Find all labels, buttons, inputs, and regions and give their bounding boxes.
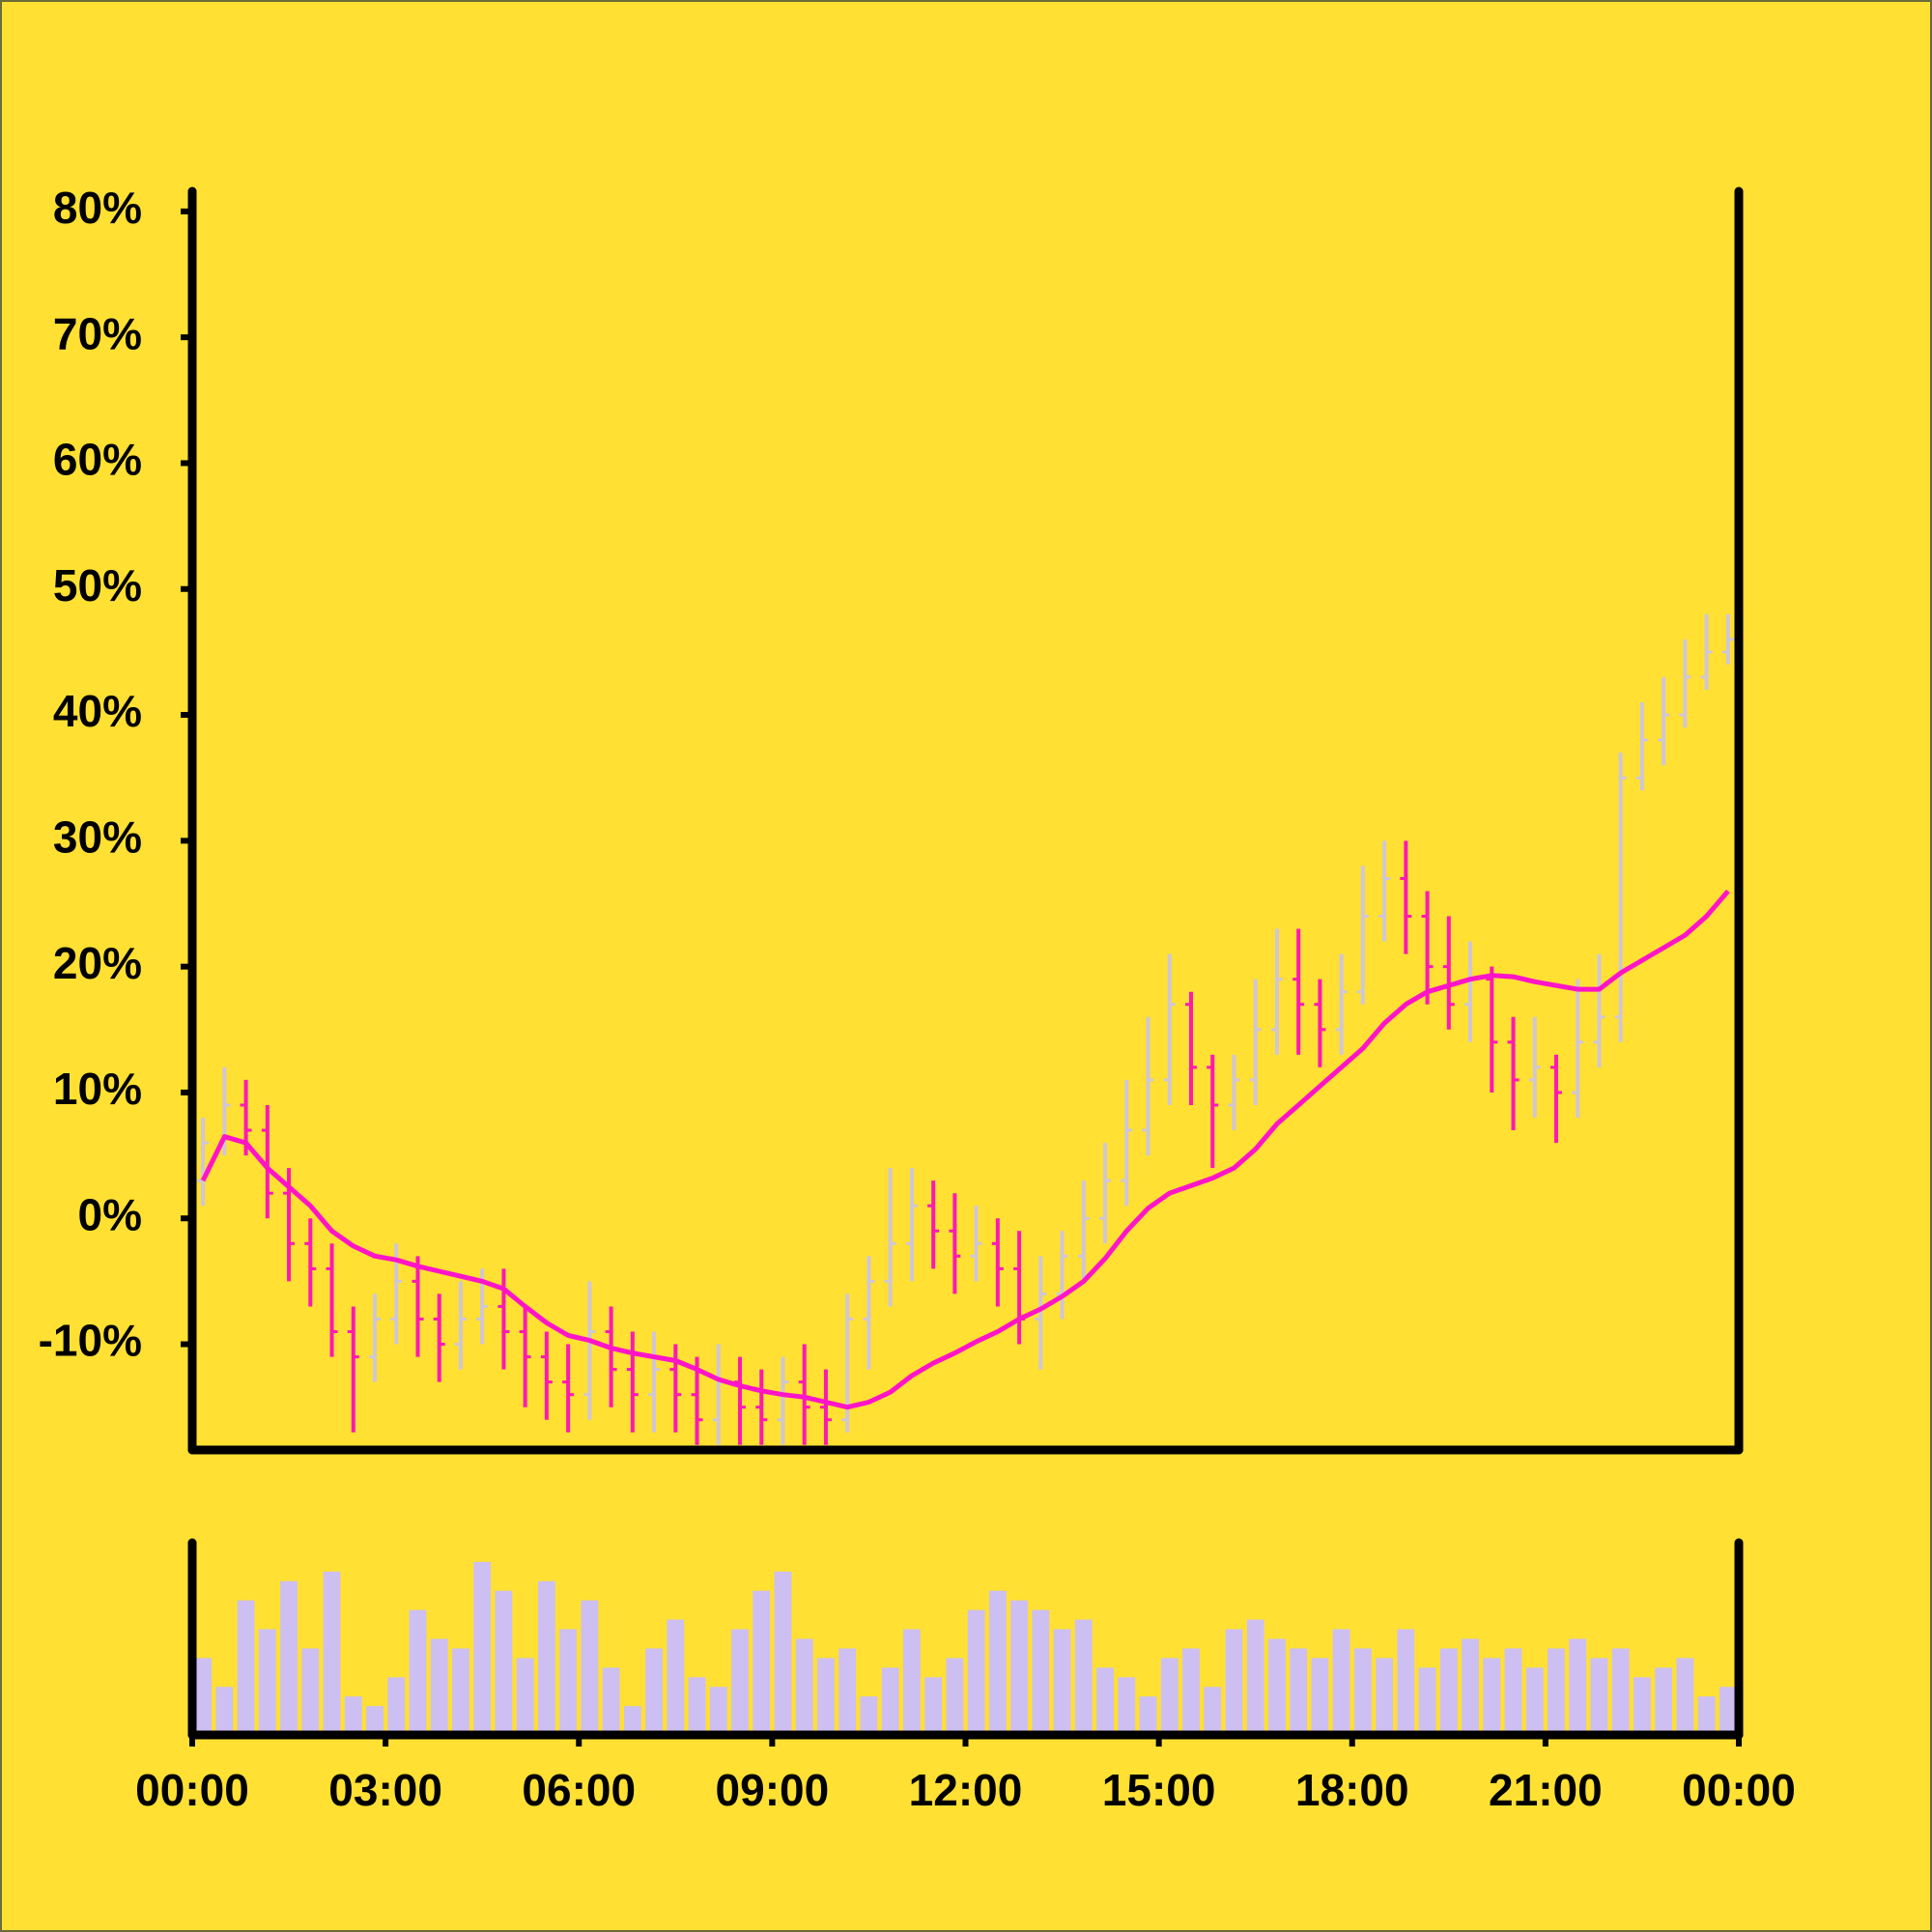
volume-bar — [1182, 1648, 1200, 1735]
volume-bar — [1611, 1648, 1630, 1735]
volume-bar — [1053, 1629, 1071, 1735]
volume-bar — [1590, 1658, 1608, 1735]
y-tick-label: -10% — [39, 1316, 142, 1366]
volume-bar — [860, 1696, 878, 1735]
volume-bar — [1290, 1648, 1308, 1735]
y-tick-label: 60% — [53, 435, 142, 485]
plot-marks — [194, 613, 1737, 1735]
x-tick-label: 18:00 — [1295, 1765, 1409, 1815]
volume-bar — [194, 1658, 213, 1735]
y-tick-label: 30% — [53, 812, 142, 863]
volume-bar — [1569, 1638, 1587, 1735]
volume-bar — [1268, 1638, 1286, 1735]
volume-bar — [1719, 1687, 1737, 1735]
volume-bar — [924, 1677, 943, 1735]
volume-bar — [1634, 1677, 1651, 1735]
volume-bar — [1525, 1667, 1544, 1735]
volume-bar — [1139, 1696, 1157, 1735]
x-tick-label: 09:00 — [716, 1765, 830, 1815]
volume-bar — [280, 1580, 298, 1735]
volume-bar — [344, 1696, 362, 1735]
volume-bar — [1697, 1696, 1716, 1735]
volume-bar — [1462, 1638, 1479, 1735]
volume-bar — [409, 1609, 427, 1735]
volume-bar — [688, 1677, 706, 1735]
volume-bar — [838, 1648, 857, 1735]
y-tick-label: 70% — [53, 308, 142, 358]
volume-bar — [495, 1590, 513, 1735]
volume-bar — [1376, 1658, 1393, 1735]
volume-bar — [1418, 1667, 1436, 1735]
volume-bar — [881, 1667, 899, 1735]
volume-bar — [387, 1677, 406, 1735]
volume-bar — [215, 1687, 234, 1735]
volume-bar — [774, 1571, 792, 1735]
volume-bar — [1096, 1667, 1114, 1735]
volume-bar — [473, 1561, 492, 1735]
volume-bar — [967, 1609, 985, 1735]
x-tick-label: 06:00 — [522, 1765, 636, 1815]
x-tick-label: 12:00 — [909, 1765, 1023, 1815]
volume-bar — [731, 1629, 749, 1735]
volume-bar — [903, 1629, 921, 1735]
volume-bar — [1225, 1629, 1243, 1735]
volume-bar — [1483, 1658, 1501, 1735]
y-tick-label: 40% — [53, 686, 142, 736]
volume-bar — [258, 1629, 276, 1735]
frame — [187, 186, 1744, 1740]
volume-bar — [301, 1648, 320, 1735]
volume-bar — [817, 1658, 835, 1735]
volume-bar — [709, 1687, 727, 1735]
volume-bar — [1118, 1677, 1136, 1735]
volume-bar — [1332, 1629, 1350, 1735]
y-tick-label: 80% — [53, 183, 142, 233]
volume-bar — [1311, 1658, 1329, 1735]
x-tick-label: 03:00 — [328, 1765, 442, 1815]
volume-bar — [1676, 1658, 1694, 1735]
volume-bar — [323, 1571, 341, 1735]
volume-bar — [559, 1629, 578, 1735]
volume-bar — [602, 1667, 620, 1735]
volume-bar — [1204, 1687, 1222, 1735]
volume-bar — [1160, 1658, 1179, 1735]
volume-bar — [1504, 1648, 1522, 1735]
volume-bar — [623, 1706, 641, 1735]
volume-bar — [366, 1706, 384, 1735]
volume-bar — [946, 1658, 964, 1735]
x-tick-label: 00:00 — [135, 1765, 249, 1815]
volume-bar — [1397, 1629, 1415, 1735]
volume-bar — [237, 1600, 255, 1735]
volume-bar — [581, 1600, 599, 1735]
y-tick-label: 50% — [53, 560, 142, 611]
y-tick-label: 0% — [78, 1189, 142, 1239]
volume-bar — [795, 1638, 813, 1735]
volume-bar — [452, 1648, 469, 1735]
volume-bar — [538, 1580, 555, 1735]
volume-bar — [753, 1590, 771, 1735]
volume-bar — [516, 1658, 534, 1735]
x-tick-label: 21:00 — [1489, 1765, 1603, 1815]
volume-bar — [1439, 1648, 1458, 1735]
volume-bar — [988, 1590, 1007, 1735]
volume-bar — [1032, 1609, 1050, 1735]
volume-bar — [667, 1619, 685, 1735]
x-tick-label: 00:00 — [1682, 1765, 1796, 1815]
volume-bar — [1246, 1619, 1264, 1735]
moving-average-line — [200, 889, 1730, 1410]
x-tick-label: 15:00 — [1102, 1765, 1216, 1815]
volume-bar — [430, 1638, 448, 1735]
volume-bar — [645, 1648, 663, 1735]
volume-bar — [1074, 1619, 1093, 1735]
volume-bar — [1655, 1667, 1673, 1735]
y-tick-label: 20% — [53, 938, 142, 988]
volume-bar — [1010, 1600, 1028, 1735]
volume-bar — [1353, 1648, 1372, 1735]
volume-bar — [1548, 1648, 1565, 1735]
y-tick-label: 10% — [53, 1064, 142, 1114]
